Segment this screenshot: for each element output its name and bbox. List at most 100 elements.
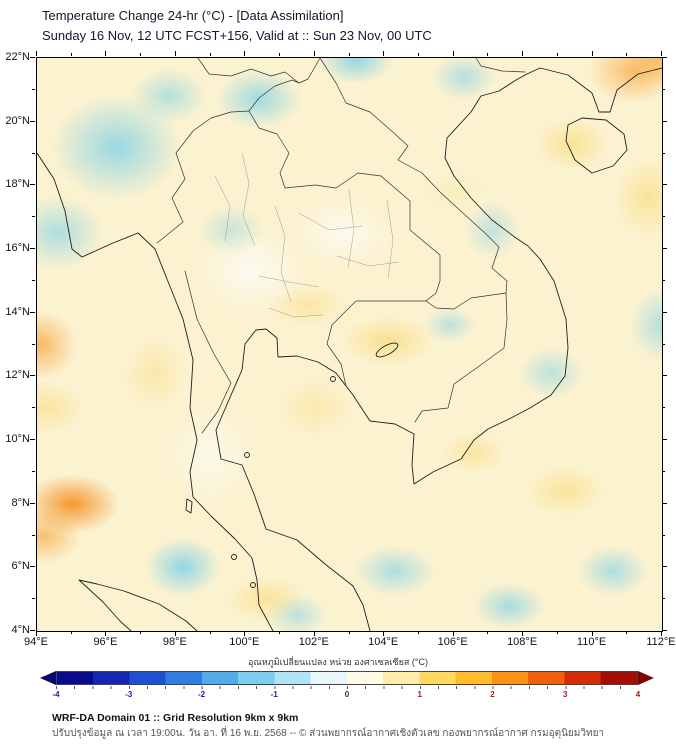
axis-tick (30, 502, 35, 504)
lon-tick-label: 108°E (507, 636, 538, 648)
axis-tick (487, 53, 489, 56)
footer-domain-info: WRF-DA Domain 01 :: Grid Resolution 9km … (52, 712, 299, 724)
colorbar-tick-label: -2 (197, 690, 206, 699)
axis-tick (591, 51, 593, 56)
axis-tick (662, 407, 665, 409)
lon-tick-label: 106°E (437, 636, 468, 648)
lon-tick-label: 96°E (93, 636, 118, 648)
axis-tick (174, 51, 176, 56)
axis-tick (662, 630, 667, 631)
lat-tick-label: 14°N (5, 305, 30, 318)
axis-tick (348, 53, 350, 56)
axis-tick (487, 631, 489, 634)
axis-tick (30, 630, 35, 631)
province-borders-group (214, 152, 400, 318)
axis-tick (209, 631, 211, 634)
colorbar-tick-labels: -4 -3 -2 -1 0 1 2 3 4 (52, 690, 641, 700)
langkawi-island (231, 554, 237, 560)
colorbar-right-arrow (638, 671, 654, 685)
map-plot (36, 57, 663, 632)
axis-tick (662, 279, 665, 281)
lon-tick-label: 110°E (576, 636, 607, 648)
axis-tick (591, 631, 593, 636)
colorbar-label: อุณหภูมิเปลี่ยนแปลง หน่วย องศาเซลเซียส (… (248, 657, 428, 667)
border-cambodia-laos (425, 292, 507, 310)
axis-tick (32, 152, 35, 154)
axis-tick (662, 57, 667, 58)
axis-tick (452, 631, 454, 636)
axis-tick (279, 53, 281, 56)
axis-tick (244, 51, 246, 56)
gulf-and-east-coast (215, 67, 662, 631)
colorbar (40, 671, 654, 685)
axis-tick (662, 470, 665, 472)
axis-tick (522, 631, 524, 636)
tonle-sap-lake (375, 342, 399, 358)
colorbar-left-arrow (40, 671, 56, 685)
axis-tick (452, 51, 454, 56)
axis-tick (140, 631, 142, 634)
lat-tick-label: 20°N (5, 114, 30, 127)
axis-tick (105, 631, 107, 636)
lon-tick-label: 98°E (162, 636, 187, 648)
map-title: Temperature Change 24-hr (°C) - [Data As… (42, 8, 344, 23)
axis-tick (661, 631, 662, 636)
axis-tick (662, 439, 667, 440)
lon-tick-label: 104°E (368, 636, 399, 648)
province-line (386, 199, 394, 279)
province-line (298, 212, 363, 231)
colorbar-tick-label: 3 (563, 690, 568, 699)
axis-tick (36, 51, 37, 56)
axis-tick (32, 598, 35, 600)
lat-tick-label: 12°N (5, 369, 30, 382)
colorbar-tick-label: 4 (635, 690, 641, 699)
axis-tick (626, 53, 628, 56)
title-block: Temperature Change 24-hr (°C) - [Data As… (42, 6, 432, 46)
axis-tick (30, 311, 35, 313)
lat-tick-label: 16°N (5, 242, 30, 254)
lon-tick-label: 112°E (646, 636, 676, 648)
axis-tick (30, 57, 35, 58)
lon-tick-label: 100°E (229, 636, 260, 648)
axis-tick (244, 631, 246, 636)
lat-tick-label: 18°N (5, 178, 30, 191)
colorbar-tick-label: -3 (125, 690, 133, 699)
lat-tick-label: 8°N (11, 496, 30, 509)
axis-tick (140, 53, 142, 56)
axis-tick (417, 631, 419, 634)
penang-island (250, 582, 256, 588)
border-myanmar-laos-mekong (248, 79, 300, 112)
border-myanmar-thailand-south (184, 270, 232, 434)
axis-tick (30, 439, 35, 440)
colorbar-minor-ticks (56, 686, 638, 689)
footer-update-info: ปรับปรุงข้อมูล ณ เวลา 19:00น. วัน อา. ที… (52, 728, 605, 739)
province-line (336, 255, 400, 267)
axis-tick (30, 184, 35, 186)
axis-tick (279, 631, 281, 634)
lat-tick-label: 10°N (5, 433, 30, 445)
province-line (268, 307, 324, 318)
axis-tick (32, 407, 35, 409)
axis-tick (30, 375, 35, 377)
sumatra-coast (78, 579, 198, 631)
lat-tick-label: 4°N (11, 624, 30, 636)
axis-tick (662, 120, 667, 122)
axis-tick (209, 53, 211, 56)
province-line (241, 152, 256, 247)
colorbar-gradient (56, 671, 638, 685)
axis-tick (662, 375, 667, 377)
axis-tick (105, 51, 107, 56)
axis-tick (32, 216, 35, 218)
axis-tick (417, 53, 419, 56)
colorbar-tick-label: 1 (417, 690, 422, 699)
province-line (258, 275, 320, 288)
border-cambodia-vietnam (414, 292, 508, 423)
lon-tick-label: 94°E (24, 636, 48, 648)
axis-tick (662, 534, 665, 536)
lat-tick-label: 22°N (5, 51, 30, 63)
axis-tick (662, 566, 667, 568)
province-line (274, 205, 292, 303)
axis-tick (70, 631, 72, 634)
border-laos-vietnam (319, 58, 508, 294)
